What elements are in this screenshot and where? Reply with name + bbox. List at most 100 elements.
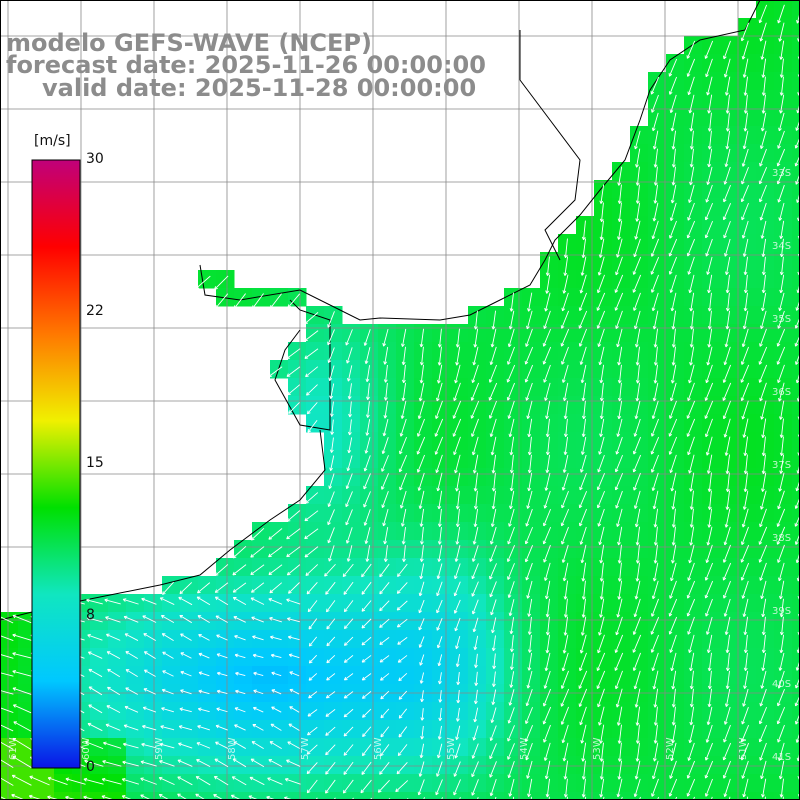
wind-arrow-head <box>599 559 604 564</box>
wind-arrow <box>561 526 569 545</box>
wind-arrow <box>473 526 479 545</box>
wind-cell <box>342 792 361 800</box>
wind-arrow-head <box>581 397 586 402</box>
wind-arrow <box>383 509 389 527</box>
wind-arrow-head <box>104 598 108 603</box>
wind-arrow <box>761 670 767 689</box>
wind-arrow-head <box>652 757 657 762</box>
wind-arrow <box>654 688 659 708</box>
wind-arrow <box>705 202 714 221</box>
wind-arrow <box>565 778 568 798</box>
wind-arrow <box>397 744 408 756</box>
wind-arrow <box>706 544 713 563</box>
wind-arrow <box>741 166 749 185</box>
wind-arrow <box>83 778 104 785</box>
wind-arrow <box>420 672 425 684</box>
wind-arrow <box>217 690 228 695</box>
wind-arrow-head <box>543 379 547 383</box>
wind-arrow <box>526 760 533 779</box>
wind-arrow <box>583 580 586 600</box>
wind-arrow-head <box>437 344 442 348</box>
wind-arrow <box>598 328 605 347</box>
wind-arrow-head <box>88 668 93 673</box>
wind-arrow <box>0 653 14 659</box>
wind-arrow <box>651 76 660 95</box>
wind-arrow-head <box>366 396 370 400</box>
wind-cell <box>792 702 800 721</box>
wind-arrow-head <box>759 37 764 42</box>
wind-arrow-head <box>489 593 494 598</box>
wind-arrow-head <box>580 739 585 744</box>
wind-arrow-head <box>581 794 586 798</box>
wind-arrow <box>365 437 371 454</box>
wind-arrow-head <box>543 738 547 743</box>
wind-arrow <box>453 761 461 777</box>
wind-arrow <box>304 528 319 540</box>
wind-arrow-head <box>507 594 512 598</box>
wind-cell <box>288 792 307 800</box>
wind-arrow-head <box>635 578 640 582</box>
wind-cell <box>666 792 685 800</box>
wind-arrow <box>634 490 641 509</box>
wind-arrow <box>436 618 443 631</box>
wind-arrow <box>725 256 731 275</box>
wind-arrow <box>707 454 713 474</box>
wind-arrow-head <box>707 344 712 348</box>
wind-arrow-head <box>651 595 656 600</box>
wind-arrow-head <box>725 325 730 330</box>
wind-arrow-head <box>472 628 477 633</box>
wind-arrow <box>637 544 640 564</box>
wind-arrow <box>583 400 586 419</box>
wind-arrow-head <box>328 377 333 381</box>
wind-arrow-head <box>777 757 782 761</box>
wind-arrow <box>743 490 749 510</box>
wind-arrow <box>707 526 713 546</box>
wind-arrow-head <box>741 595 746 599</box>
wind-arrow <box>780 598 784 618</box>
wind-arrow-head <box>758 180 763 185</box>
wind-arrow <box>672 526 676 546</box>
wind-arrow-head <box>653 344 658 348</box>
wind-arrow-head <box>379 590 383 595</box>
wind-cell <box>792 468 800 487</box>
wind-arrow <box>741 526 749 545</box>
wind-arrow <box>198 634 210 641</box>
wind-arrow <box>421 526 424 545</box>
wind-arrow <box>777 148 786 167</box>
wind-arrow-head <box>329 449 334 453</box>
wind-arrow-head <box>325 694 330 699</box>
wind-arrow-head <box>617 740 622 744</box>
wind-arrow <box>759 544 768 563</box>
wind-arrow-head <box>398 733 403 738</box>
wind-arrow-head <box>722 415 727 420</box>
wind-arrow-head <box>561 487 566 491</box>
wind-arrow <box>489 563 497 580</box>
wind-arrow-head <box>330 431 335 435</box>
wind-arrow-head <box>545 451 550 456</box>
wind-arrow <box>669 238 678 257</box>
wind-arrow <box>652 580 659 599</box>
wind-arrow <box>600 220 604 240</box>
wind-arrow <box>510 490 515 509</box>
wind-arrow-head <box>795 720 799 725</box>
wind-arrow-head <box>420 698 424 703</box>
wind-arrow <box>690 328 694 348</box>
wind-arrow-head <box>306 410 311 415</box>
wind-arrow <box>453 436 461 455</box>
wind-cell <box>306 792 325 800</box>
wind-arrow-head <box>418 644 423 648</box>
wind-arrow-head <box>234 653 239 658</box>
wind-arrow-head <box>706 271 710 275</box>
wind-arrow-head <box>327 539 332 544</box>
lon-label: 58W <box>227 737 238 760</box>
colorbar-tick-8: 8 <box>86 607 95 623</box>
wind-arrow <box>329 365 335 381</box>
wind-arrow-head <box>706 470 711 474</box>
wind-arrow-head <box>614 685 619 690</box>
wind-arrow-head <box>599 397 604 402</box>
wind-arrow <box>308 691 318 699</box>
wind-arrow <box>456 346 461 366</box>
wind-arrow-head <box>159 742 164 747</box>
wind-arrow-head <box>722 379 727 383</box>
lon-label: 52W <box>665 737 676 760</box>
